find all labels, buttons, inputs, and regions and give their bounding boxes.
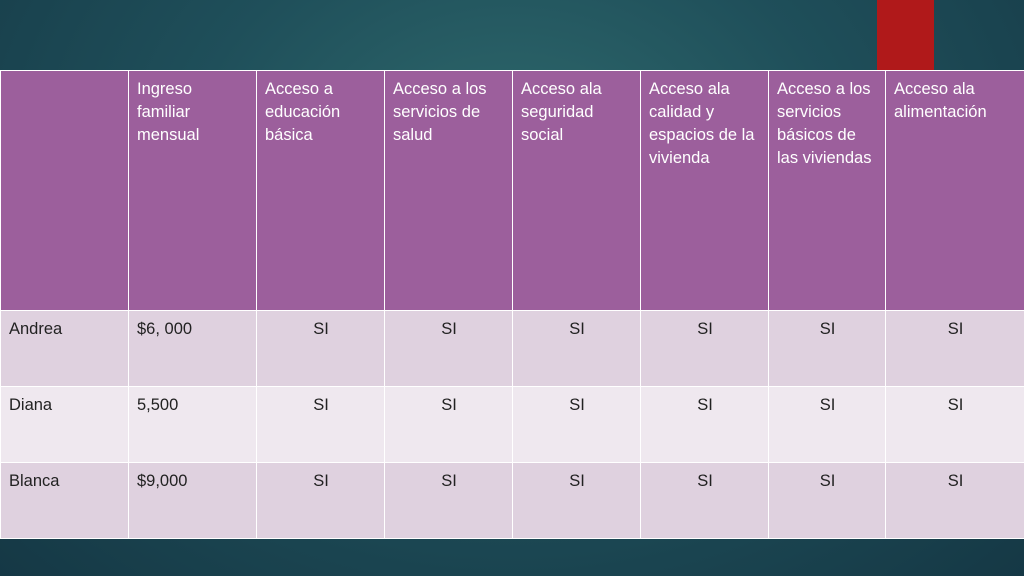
value-cell: SI <box>768 386 886 463</box>
table-row: Andrea $6, 000 SI SI SI SI SI SI <box>0 310 1024 387</box>
header-row: Ingreso familiar mensual Acceso a educac… <box>0 70 1024 311</box>
header-cell-empty <box>0 70 129 311</box>
value-cell: SI <box>384 386 513 463</box>
value-cell: SI <box>384 462 513 539</box>
header-cell-servicios-basicos: Acceso a los servicios básicos de las vi… <box>768 70 886 311</box>
name-cell: Diana <box>0 386 129 463</box>
value-cell: SI <box>256 310 385 387</box>
value-cell: SI <box>640 462 769 539</box>
name-cell: Andrea <box>0 310 129 387</box>
header-cell-alimentacion: Acceso ala alimentación <box>885 70 1024 311</box>
header-cell-seguridad-social: Acceso ala seguridad social <box>512 70 641 311</box>
value-cell: SI <box>512 462 641 539</box>
header-cell-vivienda: Acceso ala calidad y espacios de la vivi… <box>640 70 769 311</box>
income-cell: 5,500 <box>128 386 257 463</box>
value-cell: SI <box>768 310 886 387</box>
header-cell-educacion: Acceso a educación básica <box>256 70 385 311</box>
value-cell: SI <box>885 462 1024 539</box>
table-row: Diana 5,500 SI SI SI SI SI SI <box>0 386 1024 463</box>
name-cell: Blanca <box>0 462 129 539</box>
table-row: Blanca $9,000 SI SI SI SI SI SI <box>0 462 1024 539</box>
value-cell: SI <box>640 386 769 463</box>
header-cell-ingreso: Ingreso familiar mensual <box>128 70 257 311</box>
value-cell: SI <box>640 310 769 387</box>
value-cell: SI <box>512 310 641 387</box>
income-cell: $9,000 <box>128 462 257 539</box>
income-cell: $6, 000 <box>128 310 257 387</box>
value-cell: SI <box>384 310 513 387</box>
value-cell: SI <box>512 386 641 463</box>
value-cell: SI <box>885 310 1024 387</box>
value-cell: SI <box>256 462 385 539</box>
red-accent-bar <box>877 0 934 70</box>
value-cell: SI <box>768 462 886 539</box>
header-cell-salud: Acceso a los servicios de salud <box>384 70 513 311</box>
value-cell: SI <box>256 386 385 463</box>
value-cell: SI <box>885 386 1024 463</box>
poverty-indicators-table: Ingreso familiar mensual Acceso a educac… <box>0 70 1024 539</box>
